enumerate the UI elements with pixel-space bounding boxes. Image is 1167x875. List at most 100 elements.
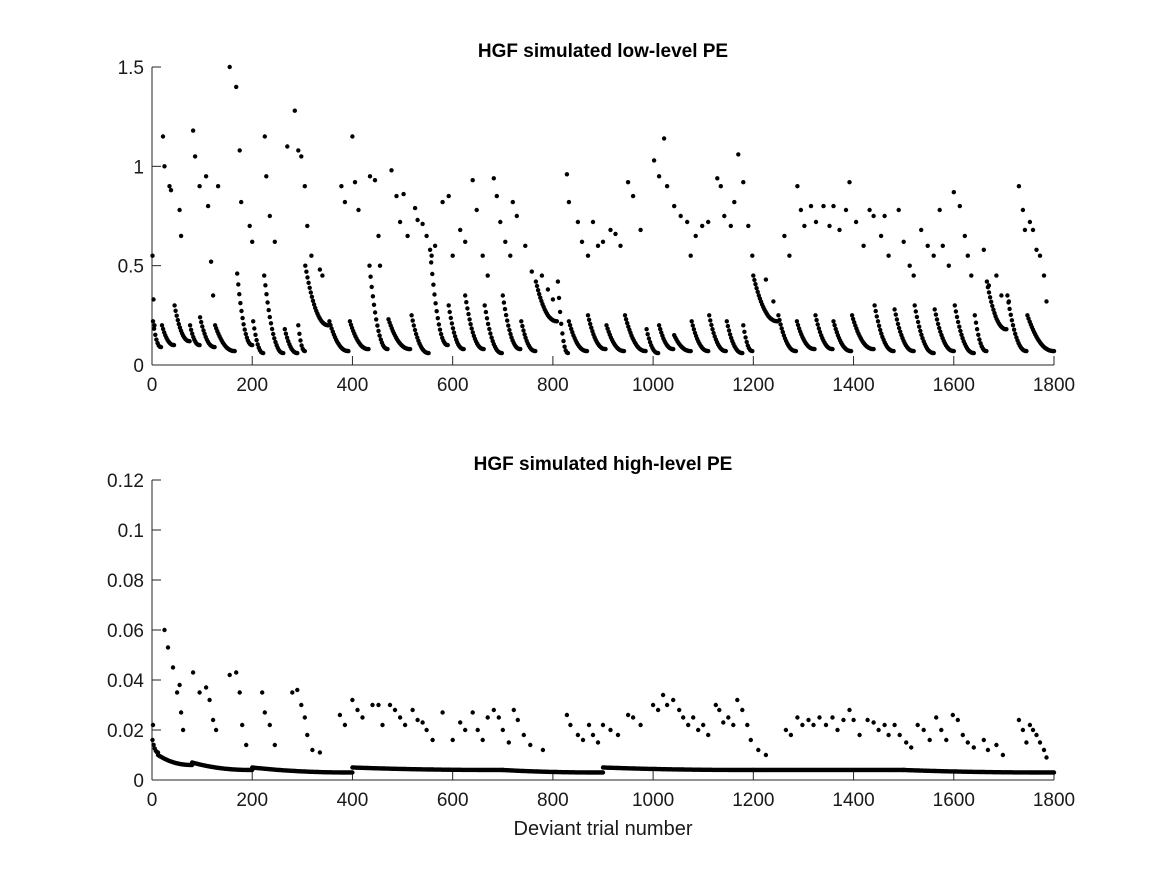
data-point (420, 720, 425, 725)
data-point (405, 233, 410, 239)
data-point (253, 332, 258, 337)
data-point (303, 263, 308, 268)
data-point (385, 346, 390, 352)
data-point (458, 720, 463, 725)
data-point (187, 323, 193, 328)
data-point (1016, 717, 1022, 723)
data-point (271, 331, 276, 337)
data-point (213, 727, 219, 733)
data-point (429, 253, 434, 258)
data-point (932, 307, 937, 312)
data-point (380, 722, 385, 728)
data-point (937, 325, 942, 331)
data-point (661, 136, 667, 141)
data-point (458, 227, 463, 233)
data-point (848, 348, 854, 354)
data-point (463, 239, 468, 244)
x-tick-label: 1200 (732, 375, 774, 396)
data-point (463, 293, 468, 298)
data-point (565, 350, 571, 356)
data-point (843, 207, 849, 213)
data-point (969, 273, 974, 278)
data-point (507, 327, 512, 333)
data-point (199, 319, 204, 325)
bottom-panel-high-level-pe: HGF simulated high-level PE 0 200 400 600 80… (107, 454, 1075, 840)
data-point (664, 702, 670, 708)
data-point (1051, 770, 1057, 775)
data-point (831, 319, 836, 324)
data-point (299, 154, 304, 159)
data-point (911, 273, 916, 278)
data-point (367, 263, 372, 268)
data-point (178, 233, 184, 239)
data-point (951, 190, 956, 195)
data-point (795, 184, 800, 189)
data-point (740, 707, 745, 713)
data-point (283, 331, 289, 336)
data-point (566, 199, 572, 205)
data-point (176, 321, 181, 327)
data-point (745, 722, 750, 728)
data-point (238, 300, 243, 306)
data-point (895, 321, 901, 327)
x-tick-label: 800 (537, 375, 569, 396)
data-point (590, 732, 596, 738)
data-point (882, 722, 887, 728)
data-point (355, 707, 360, 713)
data-point (521, 328, 526, 333)
data-point (237, 148, 242, 153)
data-point (567, 323, 573, 328)
data-point (180, 727, 186, 733)
data-point (151, 297, 156, 302)
data-point (933, 312, 939, 317)
x-tick-label: 1800 (1033, 790, 1075, 811)
data-point (918, 328, 923, 334)
data-point (646, 336, 652, 341)
data-point (1013, 331, 1018, 336)
data-point (307, 285, 312, 290)
data-point (227, 64, 232, 70)
data-point (265, 300, 270, 305)
data-point (711, 330, 716, 336)
data-point (309, 253, 314, 258)
data-point (511, 707, 516, 713)
data-point (306, 280, 311, 285)
data-point (815, 322, 820, 327)
data-point (452, 334, 458, 339)
data-point (813, 313, 818, 318)
data-point (208, 259, 214, 264)
data-point (262, 134, 267, 139)
data-point (700, 223, 705, 229)
data-point (255, 342, 260, 347)
data-point (506, 740, 511, 745)
x-tick-label: 1600 (933, 790, 975, 811)
data-point (782, 233, 787, 239)
data-point (518, 346, 523, 352)
data-point (519, 319, 524, 324)
data-point (751, 273, 756, 278)
data-point (264, 174, 269, 179)
data-point (939, 727, 944, 733)
data-point (272, 239, 277, 244)
data-point (706, 732, 711, 738)
data-point (853, 219, 859, 225)
data-point (833, 326, 838, 332)
data-point (1041, 747, 1047, 753)
data-point (151, 326, 157, 331)
y-tick-label: 0 (133, 356, 144, 377)
data-point (440, 199, 445, 205)
data-point (589, 325, 594, 330)
data-point (709, 322, 714, 328)
data-point (431, 282, 436, 287)
data-point (244, 742, 249, 748)
data-point (981, 247, 986, 252)
data-point (352, 180, 358, 185)
data-point (480, 253, 485, 258)
data-point (743, 335, 748, 340)
data-point (305, 275, 310, 280)
data-point (372, 178, 378, 183)
data-point (837, 227, 842, 233)
data-point (962, 233, 967, 239)
y-tick-label: 1 (133, 157, 144, 178)
data-point (152, 323, 157, 328)
